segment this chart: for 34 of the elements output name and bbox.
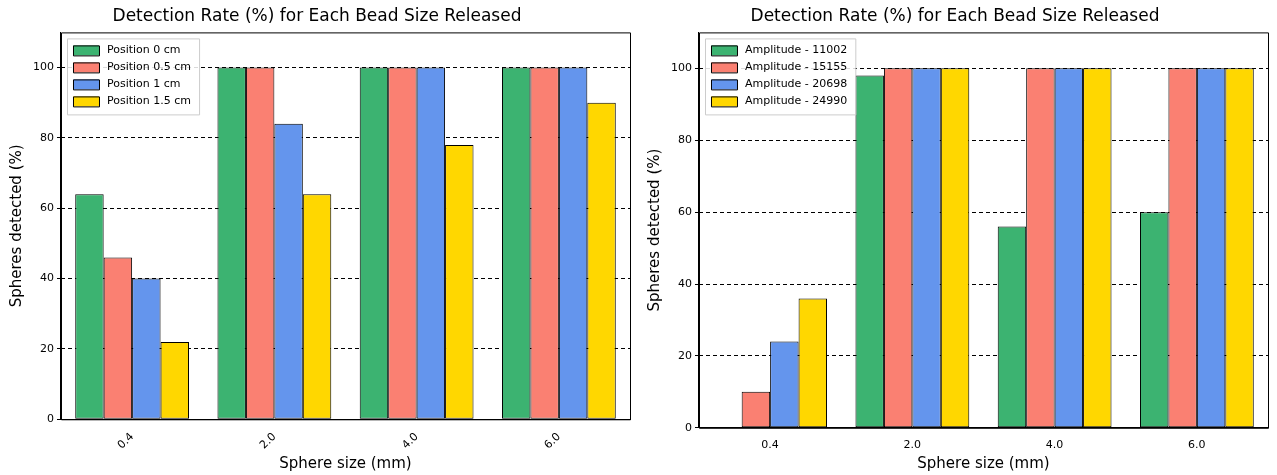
y-tick-label: 100 xyxy=(671,61,692,75)
y-tick-label: 0 xyxy=(685,420,692,434)
x-tick-label: 0.4 xyxy=(761,438,779,452)
x-tick-label: 4.0 xyxy=(399,429,421,452)
legend-label: Amplitude - 15155 xyxy=(745,60,848,74)
x-tick-label: 2.0 xyxy=(903,438,922,452)
legend-label: Position 1 cm xyxy=(107,77,181,91)
chart-title: Detection Rate (%) for Each Bead Size Released xyxy=(750,4,1160,25)
legend-label: Position 0.5 cm xyxy=(107,60,192,74)
y-tick-label: 100 xyxy=(33,60,54,74)
y-tick-label: 20 xyxy=(40,341,54,355)
y-tick-label: 40 xyxy=(40,271,54,285)
y-tick-label: 80 xyxy=(40,130,54,144)
x-axis-title: Sphere size (mm) xyxy=(917,453,1050,472)
x-tick-label: 4.0 xyxy=(1045,438,1064,452)
x-tick-label: 0.4 xyxy=(114,429,137,452)
y-tick-label: 0 xyxy=(47,412,54,426)
y-tick-label: 80 xyxy=(678,133,692,147)
x-axis-title: Sphere size (mm) xyxy=(279,453,412,472)
y-tick-label: 40 xyxy=(678,276,692,290)
x-tick-label: 6.0 xyxy=(541,429,564,452)
legend-label: Amplitude - 20698 xyxy=(745,77,848,91)
x-tick-label: 2.0 xyxy=(256,429,279,452)
chart-title: Detection Rate (%) for Each Bead Size Released xyxy=(112,4,522,25)
legend-label: Position 0 cm xyxy=(107,43,181,57)
y-tick-label: 60 xyxy=(678,204,692,218)
y-tick-label: 20 xyxy=(678,348,692,362)
legend-label: Amplitude - 24990 xyxy=(745,94,848,108)
x-tick-label: 6.0 xyxy=(1188,438,1206,452)
y-axis-title: Spheres detected (%) xyxy=(6,144,25,308)
legend-label: Amplitude - 11002 xyxy=(745,43,848,57)
legend-label: Position 1.5 cm xyxy=(107,94,192,108)
y-axis-title: Spheres detected (%) xyxy=(644,148,663,312)
y-tick-label: 60 xyxy=(40,201,54,215)
